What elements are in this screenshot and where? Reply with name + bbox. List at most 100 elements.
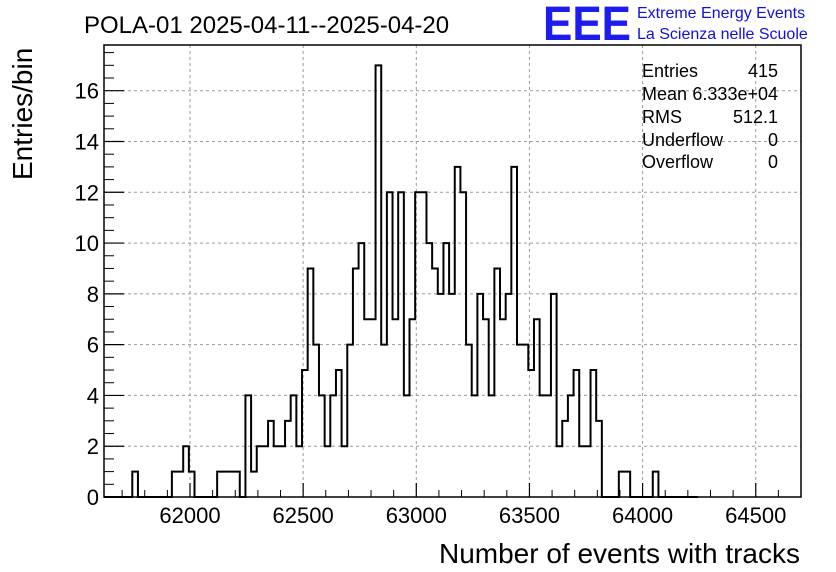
histogram-bin xyxy=(494,268,500,497)
histogram-bin xyxy=(381,345,387,497)
histogram-bin xyxy=(274,446,280,497)
stat-mean-label: Mean xyxy=(642,84,687,104)
x-axis-label: Number of events with tracks xyxy=(439,538,800,569)
histogram-bin xyxy=(268,421,274,497)
histogram-bin xyxy=(410,319,416,497)
histogram-bin xyxy=(228,472,234,497)
histogram-bin xyxy=(483,319,489,497)
histogram-bin xyxy=(511,167,517,497)
y-tick-label: 10 xyxy=(75,231,99,256)
histogram-bin xyxy=(432,268,438,497)
histogram-bin xyxy=(296,446,302,497)
histogram-bin xyxy=(534,319,540,497)
x-tick-label: 64000 xyxy=(612,503,673,528)
histogram-bin xyxy=(257,446,263,497)
stat-overflow-value: 0 xyxy=(768,152,778,172)
histogram-bin xyxy=(460,192,466,497)
histogram-bin xyxy=(557,446,563,497)
stat-overflow-label: Overflow xyxy=(642,152,714,172)
histogram-bin xyxy=(223,472,229,497)
histogram-bin xyxy=(251,472,257,497)
histogram-bin xyxy=(545,395,551,497)
y-tick-label: 12 xyxy=(75,180,99,205)
histogram-bin xyxy=(308,268,314,497)
x-tick-label: 63000 xyxy=(386,503,447,528)
histogram-bin xyxy=(540,395,546,497)
histogram-bin xyxy=(393,319,399,497)
histogram-bin xyxy=(325,446,331,497)
histogram-bin xyxy=(330,395,336,497)
histogram-bin xyxy=(302,370,308,497)
histogram-bin xyxy=(262,446,268,497)
histogram-bin xyxy=(472,395,478,497)
axis-ticks: 62000 62500 63000 63500 64000 64500 0 2 4 6 8 10 12 1… xyxy=(75,52,802,528)
histogram-bin xyxy=(172,472,178,497)
y-tick-label: 16 xyxy=(75,79,99,104)
x-tick-label: 62000 xyxy=(159,503,220,528)
histogram-bin xyxy=(574,370,580,497)
histogram-bin xyxy=(455,167,461,497)
histogram-bin xyxy=(596,421,602,497)
stat-entries-value: 415 xyxy=(748,61,778,81)
histogram-bin xyxy=(562,421,568,497)
stat-underflow-value: 0 xyxy=(768,130,778,150)
histogram-bin xyxy=(489,395,495,497)
histogram-bin xyxy=(376,65,382,497)
histogram-bin xyxy=(415,192,421,497)
stat-rms-value: 512.1 xyxy=(733,107,778,127)
histogram-bin xyxy=(132,472,138,497)
histogram-bin xyxy=(183,446,189,497)
histogram-bin xyxy=(291,395,297,497)
histogram-bin xyxy=(443,243,449,497)
histogram-bin xyxy=(426,243,432,497)
histogram-bin xyxy=(245,395,251,497)
y-tick-label: 2 xyxy=(87,434,99,459)
histogram-bin xyxy=(319,395,325,497)
histogram-bin xyxy=(568,395,574,497)
histogram-bin xyxy=(336,370,342,497)
histogram-bin xyxy=(585,446,591,497)
eee-logo: EEE xyxy=(543,0,631,51)
y-tick-label: 6 xyxy=(87,333,99,358)
histogram-bin xyxy=(591,370,597,497)
histogram-bin xyxy=(217,472,223,497)
histogram-bin xyxy=(500,319,506,497)
y-tick-label: 4 xyxy=(87,383,99,408)
histogram-bin xyxy=(421,192,427,497)
y-tick-label: 8 xyxy=(87,282,99,307)
stat-rms-label: RMS xyxy=(642,107,682,127)
y-tick-label: 14 xyxy=(75,129,99,154)
histogram-bin xyxy=(466,345,472,497)
histogram-bin xyxy=(506,294,512,497)
histogram-bin xyxy=(438,294,444,497)
histogram-bin xyxy=(359,243,365,497)
logo-line-2: La Scienza nelle Scuole xyxy=(637,26,808,43)
y-tick-label: 0 xyxy=(87,485,99,510)
histogram-bin xyxy=(528,370,534,497)
histogram-bin xyxy=(477,294,483,497)
histogram-bin xyxy=(387,192,393,497)
histogram-bin xyxy=(523,345,529,497)
x-tick-label: 62500 xyxy=(273,503,334,528)
histogram-bin xyxy=(398,192,404,497)
histogram-bin xyxy=(404,395,410,497)
histogram-bin xyxy=(579,446,585,497)
histogram-bin xyxy=(342,446,348,497)
histogram-bin xyxy=(313,345,319,497)
stat-entries-label: Entries xyxy=(642,61,698,81)
histogram-outline xyxy=(104,64,699,498)
stats-box: Entries 415 Mean 6.333e+04 RMS 512.1 Und… xyxy=(642,61,778,172)
stat-underflow-label: Underflow xyxy=(642,130,724,150)
histogram-bin xyxy=(449,294,455,497)
histogram-bin xyxy=(285,421,291,497)
histogram-bin xyxy=(551,294,557,497)
y-axis-label: Entries/bin xyxy=(7,48,38,180)
stat-mean-value: 6.333e+04 xyxy=(692,84,778,104)
histogram-bin xyxy=(624,472,630,497)
histogram-bin xyxy=(279,446,285,497)
histogram-bin xyxy=(353,268,359,497)
histogram-bin xyxy=(364,319,370,497)
histogram-bin xyxy=(178,472,184,497)
x-tick-label: 64500 xyxy=(725,503,786,528)
